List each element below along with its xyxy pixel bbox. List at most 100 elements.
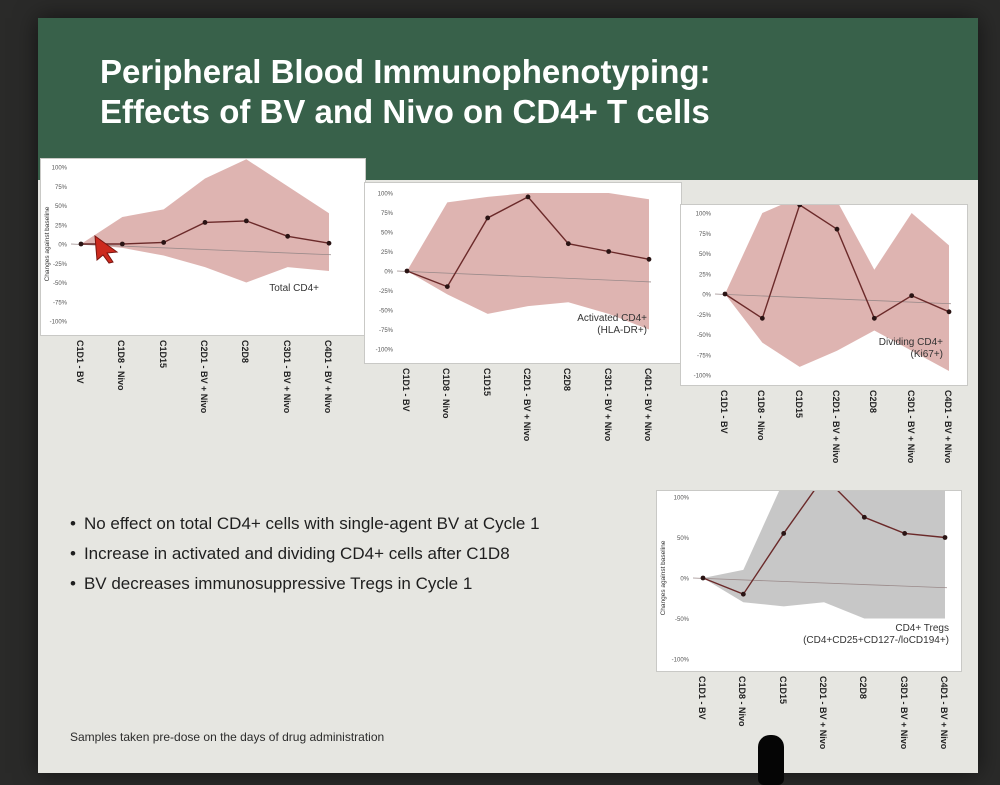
x-category-label: C2D8 [868,390,879,414]
x-category-label: C2D8 [562,368,573,392]
data-point [202,220,208,225]
data-point [161,240,167,245]
y-tick-label: 0% [58,243,67,249]
y-tick-label: -50% [697,333,712,339]
x-category-label: C1D15 [481,368,492,397]
y-tick-label: -100% [694,374,712,380]
x-category-label: C2D1 - BV + Nivo [199,340,209,414]
y-tick-label: 100% [52,166,68,172]
chart-activated-cd4-plot: 100% 75% 50% 25% 0% -25% -50% -75% -100% Activate… [376,192,652,354]
chart-label: CD4+ Tregs [895,623,949,634]
x-category-label: C2D8 [858,676,869,700]
chart-activated-cd4: 100% 75% 50% 25% 0% -25% -50% -75% -100% Activate… [364,182,682,364]
data-point [902,531,908,536]
bullet-item: BV decreases immunosuppressive Tregs in … [70,574,670,594]
baseline [396,270,652,283]
y-tick-label: -25% [53,262,68,268]
y-tick-label: -75% [697,353,712,359]
y-tick-label: -100% [50,320,68,326]
data-point [946,309,952,315]
data-point [119,241,125,247]
x-category-label: C1D8 - Nivo [116,340,127,391]
data-point [525,194,531,200]
y-tick-label: -50% [53,281,68,287]
range-band [725,205,949,371]
y-tick-label: 75% [699,232,712,238]
x-category-label: C3D1 - BV + Nivo [898,676,909,750]
data-point [404,268,410,274]
data-point [646,256,652,262]
laser-pointer-icon [94,234,119,264]
range-band [703,491,945,619]
data-point [781,531,787,536]
y-tick-label: -50% [379,309,394,315]
x-category-label: C1D1 - BV [697,676,707,720]
chart-label: (HLA-DR+) [597,325,647,336]
y-tick-label: -25% [379,289,394,295]
y-tick-label: -100% [672,658,690,664]
x-category-label: C2D1 - BV + Nivo [831,390,841,464]
x-category-label: C1D1 - BV [719,390,729,434]
chart-dividing-cd4-plot: 100% 75% 50% 25% 0% -25% -50% -75% -100% Dividing… [694,205,952,380]
title-bar [38,18,978,180]
y-tick-label: 50% [55,204,68,210]
title-line-1: Peripheral Blood Immunophenotyping: [100,53,711,90]
y-tick-label: 0% [702,293,711,299]
data-point [485,215,491,221]
title-line-2: Effects of BV and Nivo on CD4+ T cells [100,93,710,130]
x-category-label: C1D8 - Nivo [441,368,452,419]
y-tick-label: 0% [384,270,393,276]
chart-label: Total CD4+ [269,283,319,294]
chart-cd4-tregs: 100% 50% 0% -50% -100% Changes against baseli… [656,490,962,672]
data-point [740,591,746,597]
x-category-label: C1D15 [793,390,804,419]
y-tick-label: -75% [53,300,68,306]
chart-label: (Ki67+) [910,349,943,360]
x-category-label: C1D1 - BV [75,340,85,384]
y-tick-label: 50% [699,252,712,258]
data-point [834,226,840,232]
data-point [243,218,249,224]
x-category-label: C4D1 - BV + Nivo [943,390,953,464]
data-point [797,205,803,208]
y-tick-label: -50% [675,617,690,623]
x-category-label: C4D1 - BV + Nivo [323,340,333,414]
baseline [692,577,948,589]
chart-total-cd4: 100% 75% 50% 25% 0% -25% -50% -75% -100% Changes … [40,158,366,336]
y-tick-label: -25% [697,313,712,319]
x-category-label: C1D15 [777,676,788,705]
data-point [565,241,571,247]
y-tick-label: 100% [674,496,690,502]
y-tick-label: 0% [680,577,689,583]
range-band [407,193,649,330]
data-point [909,293,915,299]
y-tick-label: 25% [381,250,394,256]
x-category-label: C3D1 - BV + Nivo [281,340,292,414]
chart-label: Activated CD4+ [577,313,647,324]
x-category-label: C2D8 [240,340,251,364]
x-category-label: C1D8 - Nivo [737,676,748,727]
data-point [606,249,612,254]
x-category-label: C1D15 [157,340,168,369]
chart-dividing-cd4: 100% 75% 50% 25% 0% -25% -50% -75% -100% Dividing… [680,204,968,386]
data-point [759,315,765,321]
y-tick-label: 75% [381,211,394,217]
x-category-label: C4D1 - BV + Nivo [643,368,653,442]
y-tick-label: 50% [677,536,690,542]
y-tick-label: 75% [55,185,68,191]
x-category-label: C1D1 - BV [401,368,411,412]
bullet-list: No effect on total CD4+ cells with singl… [70,514,670,604]
chart-cd4-tregs-plot: 100%50%0%-50%-100%Changes against baseli… [660,491,949,664]
data-point [700,575,706,581]
data-point [326,240,332,246]
data-point [444,284,450,289]
data-point [942,535,948,540]
chart-total-cd4-plot: 100% 75% 50% 25% 0% -25% -50% -75% -100% Changes … [44,159,332,326]
bullet-item: Increase in activated and dividing CD4+ … [70,544,670,564]
slide-title: Peripheral Blood Immunophenotyping: Effe… [100,52,900,132]
chart-label: Dividing CD4+ [879,337,943,348]
x-category-label: C1D8 - Nivo [756,390,767,441]
x-category-label: C3D1 - BV + Nivo [602,368,613,442]
presenter-pointer-stick [758,735,784,785]
x-category-label: C3D1 - BV + Nivo [905,390,916,464]
